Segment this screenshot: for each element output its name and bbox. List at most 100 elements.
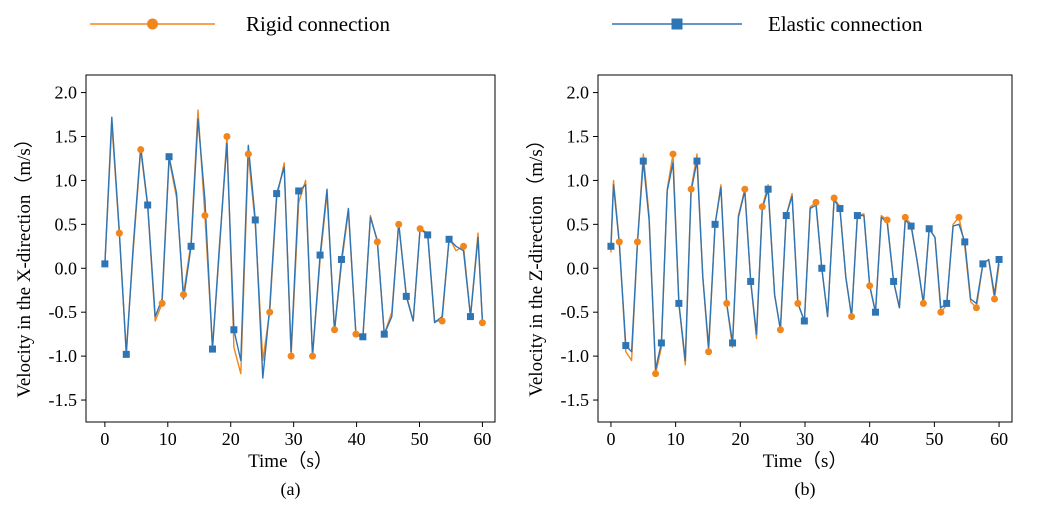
- data-point-elastic: [995, 255, 1003, 263]
- data-point-rigid: [723, 299, 731, 307]
- data-point-rigid: [223, 132, 231, 140]
- data-point-elastic: [607, 242, 615, 250]
- data-point-elastic: [853, 212, 861, 220]
- y-tick-label: 1.5: [567, 126, 590, 146]
- data-point-elastic: [639, 157, 647, 165]
- legend: Rigid connection Elastic connection: [90, 12, 923, 36]
- data-point-elastic: [675, 299, 683, 307]
- data-point-rigid: [615, 238, 623, 246]
- y-axis-label: Velocity in the Z-direction（m/s）: [525, 130, 547, 396]
- data-point-rigid: [158, 299, 166, 307]
- y-tick-label: 2.0: [567, 83, 590, 103]
- data-point-elastic: [424, 231, 432, 239]
- data-point-elastic: [782, 212, 790, 220]
- series-line-rigid: [610, 153, 1000, 375]
- x-tick-label: 20: [731, 429, 749, 449]
- panel-a: 0 10 20 30 40 50 60 -1.5 -1.0 -0.5 0.0 0.5 1.0 1.5 2.0…: [13, 74, 496, 500]
- data-point-rigid: [331, 326, 339, 334]
- x-tick-label: 60: [990, 429, 1008, 449]
- data-point-rigid: [705, 348, 713, 356]
- data-point-elastic: [729, 339, 737, 347]
- data-point-elastic: [836, 205, 844, 213]
- x-tick-label: 40: [348, 429, 366, 449]
- data-point-rigid: [669, 150, 677, 158]
- data-point-rigid: [919, 299, 927, 307]
- data-point-elastic: [907, 222, 915, 230]
- data-point-rigid: [438, 317, 446, 325]
- x-tick-label: 50: [410, 429, 428, 449]
- data-point-elastic: [208, 345, 216, 353]
- data-point-rigid: [652, 370, 660, 378]
- plot-frame: [597, 74, 1013, 423]
- legend-label-2: Elastic connection: [768, 12, 923, 36]
- y-tick-label: 2.0: [55, 83, 78, 103]
- panel-label: (a): [281, 479, 301, 500]
- y-tick-label: 1.5: [55, 126, 78, 146]
- x-tick-label: 20: [222, 429, 240, 449]
- data-point-elastic: [402, 292, 410, 300]
- data-point-elastic: [890, 277, 898, 285]
- data-point-rigid: [416, 225, 424, 233]
- data-point-elastic: [445, 235, 453, 243]
- series-line-rigid: [104, 109, 484, 375]
- data-point-rigid: [201, 212, 209, 220]
- data-point-rigid: [758, 203, 766, 211]
- data-point-rigid: [901, 213, 909, 221]
- x-tick-label: 10: [159, 429, 177, 449]
- data-point-elastic: [144, 201, 152, 209]
- data-point-rigid: [794, 299, 802, 307]
- data-point-elastic: [165, 153, 173, 161]
- data-point-elastic: [622, 342, 630, 350]
- plot-frame: [85, 74, 496, 423]
- y-tick-label: 0.0: [55, 258, 78, 278]
- data-point-rigid: [687, 185, 695, 193]
- y-tick-label: 0.0: [567, 258, 590, 278]
- y-tick-label: 1.0: [567, 170, 590, 190]
- data-point-elastic: [943, 299, 951, 307]
- data-point-rigid: [955, 213, 963, 221]
- x-tick-label: 50: [925, 429, 943, 449]
- data-point-elastic: [230, 326, 238, 334]
- x-axis-label: Time（s）: [763, 450, 848, 472]
- x-tick-label: 30: [285, 429, 303, 449]
- data-point-rigid: [352, 330, 360, 338]
- data-point-rigid: [633, 238, 641, 246]
- x-tick-label: 40: [861, 429, 879, 449]
- legend-marker-1: [147, 18, 158, 30]
- x-tick-label: 0: [100, 429, 109, 449]
- data-point-elastic: [961, 238, 969, 246]
- data-point-elastic: [693, 157, 701, 165]
- y-tick-label: -0.5: [561, 302, 590, 322]
- data-point-elastic: [359, 333, 367, 341]
- data-point-elastic: [764, 185, 772, 193]
- data-point-rigid: [287, 352, 295, 360]
- data-point-elastic: [711, 220, 719, 228]
- legend-label-1: Rigid connection: [246, 12, 391, 36]
- y-tick-label: 0.5: [567, 214, 590, 234]
- data-point-rigid: [266, 308, 274, 316]
- data-point-elastic: [295, 187, 303, 195]
- data-point-elastic: [747, 277, 755, 285]
- y-tick-label: 1.0: [55, 170, 78, 190]
- x-tick-label: 60: [473, 429, 491, 449]
- series-line-elastic: [610, 160, 1000, 370]
- data-point-elastic: [872, 308, 880, 316]
- data-point-elastic: [273, 190, 281, 198]
- x-axis-label: Time（s）: [248, 450, 333, 472]
- data-point-elastic: [925, 225, 933, 233]
- y-tick-label: -1.5: [49, 390, 78, 410]
- data-point-rigid: [866, 282, 874, 290]
- data-point-rigid: [830, 194, 838, 202]
- data-point-elastic: [979, 260, 987, 268]
- data-point-rigid: [244, 150, 252, 158]
- data-point-rigid: [309, 352, 317, 360]
- y-tick-label: -1.0: [561, 346, 590, 366]
- data-point-rigid: [180, 291, 188, 299]
- data-point-rigid: [776, 326, 784, 334]
- data-point-rigid: [115, 229, 123, 237]
- data-point-elastic: [187, 242, 195, 250]
- data-point-elastic: [818, 264, 826, 272]
- data-point-rigid: [373, 238, 381, 246]
- x-tick-label: 10: [667, 429, 685, 449]
- data-point-rigid: [937, 308, 945, 316]
